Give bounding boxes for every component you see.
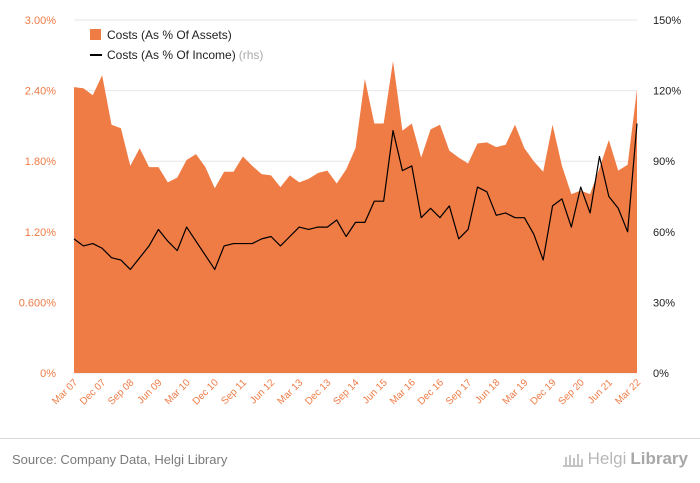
legend-label-area: Costs (As % Of Assets) [107,28,232,42]
x-tick-label: Jun 12 [248,377,277,406]
x-tick-label: Dec 10 [191,377,221,407]
line-series-layer [73,123,638,271]
legend-label-line-main: Costs (As % Of Income) [107,48,236,62]
chart: 0% 0.600% 1.20% 1.80% 2.40% 3.00% 0% 30% 60% 90%… [19,15,682,408]
left-tick-label: 3.00% [25,15,56,27]
area-series-layer [74,61,637,374]
right-tick-label: 90% [653,156,675,168]
helgi-library-logo: Helgi Library [562,449,688,469]
x-tick-label: Mar 07 [50,377,80,407]
left-tick-label: 1.80% [25,156,56,168]
brand-text-helgi: Helgi [587,449,627,468]
footer: Source: Company Data, Helgi Library Helg… [0,438,700,483]
right-tick-label: 0% [653,368,669,380]
x-tick-label: Dec 16 [416,377,446,407]
x-tick-label: Mar 22 [613,377,643,407]
x-tick-label: Mar 16 [388,377,418,407]
x-tick-label: Jun 21 [586,377,615,406]
legend-label-line: Costs (As % Of Income) (rhs) [107,48,263,62]
line-costs-income [73,123,638,271]
x-tick-label: Mar 10 [163,377,193,407]
x-tick-label: Jun 09 [136,377,165,406]
x-tick-label: Jun 15 [361,377,390,406]
right-tick-label: 60% [653,227,675,239]
source-note: Source: Company Data, Helgi Library [12,452,228,467]
left-tick-label: 0% [40,368,56,380]
x-tick-label: Sep 20 [557,377,587,407]
x-tick-label: Mar 13 [276,377,306,407]
x-tick-label: Dec 19 [528,377,558,407]
x-tick-label: Sep 14 [331,377,361,407]
left-tick-label: 2.40% [25,86,56,98]
left-axis-ticks: 0% 0.600% 1.20% 1.80% 2.40% 3.00% [19,15,57,380]
legend-label-line-rhs: (rhs) [239,48,264,62]
x-tick-label: Sep 17 [444,377,474,407]
x-tick-label: Jun 18 [473,377,502,406]
x-tick-label: Sep 08 [106,377,136,407]
right-axis-ticks: 0% 30% 60% 90% 120% 150% [653,15,681,380]
right-tick-label: 150% [653,15,681,27]
x-tick-label: Dec 13 [303,377,333,407]
legend: Costs (As % Of Assets) Costs (As % Of In… [90,28,263,62]
library-building-icon [562,454,583,467]
right-tick-label: 30% [653,297,675,309]
brand-text-library: Library [630,449,688,468]
x-tick-label: Mar 19 [501,377,531,407]
x-tick-label: Sep 11 [219,377,249,407]
left-tick-label: 1.20% [25,227,56,239]
area-costs-assets [74,61,637,374]
legend-swatch-area [90,29,101,40]
left-tick-label: 0.600% [19,297,57,309]
x-tick-label: Dec 07 [78,377,108,407]
right-tick-label: 120% [653,86,681,98]
